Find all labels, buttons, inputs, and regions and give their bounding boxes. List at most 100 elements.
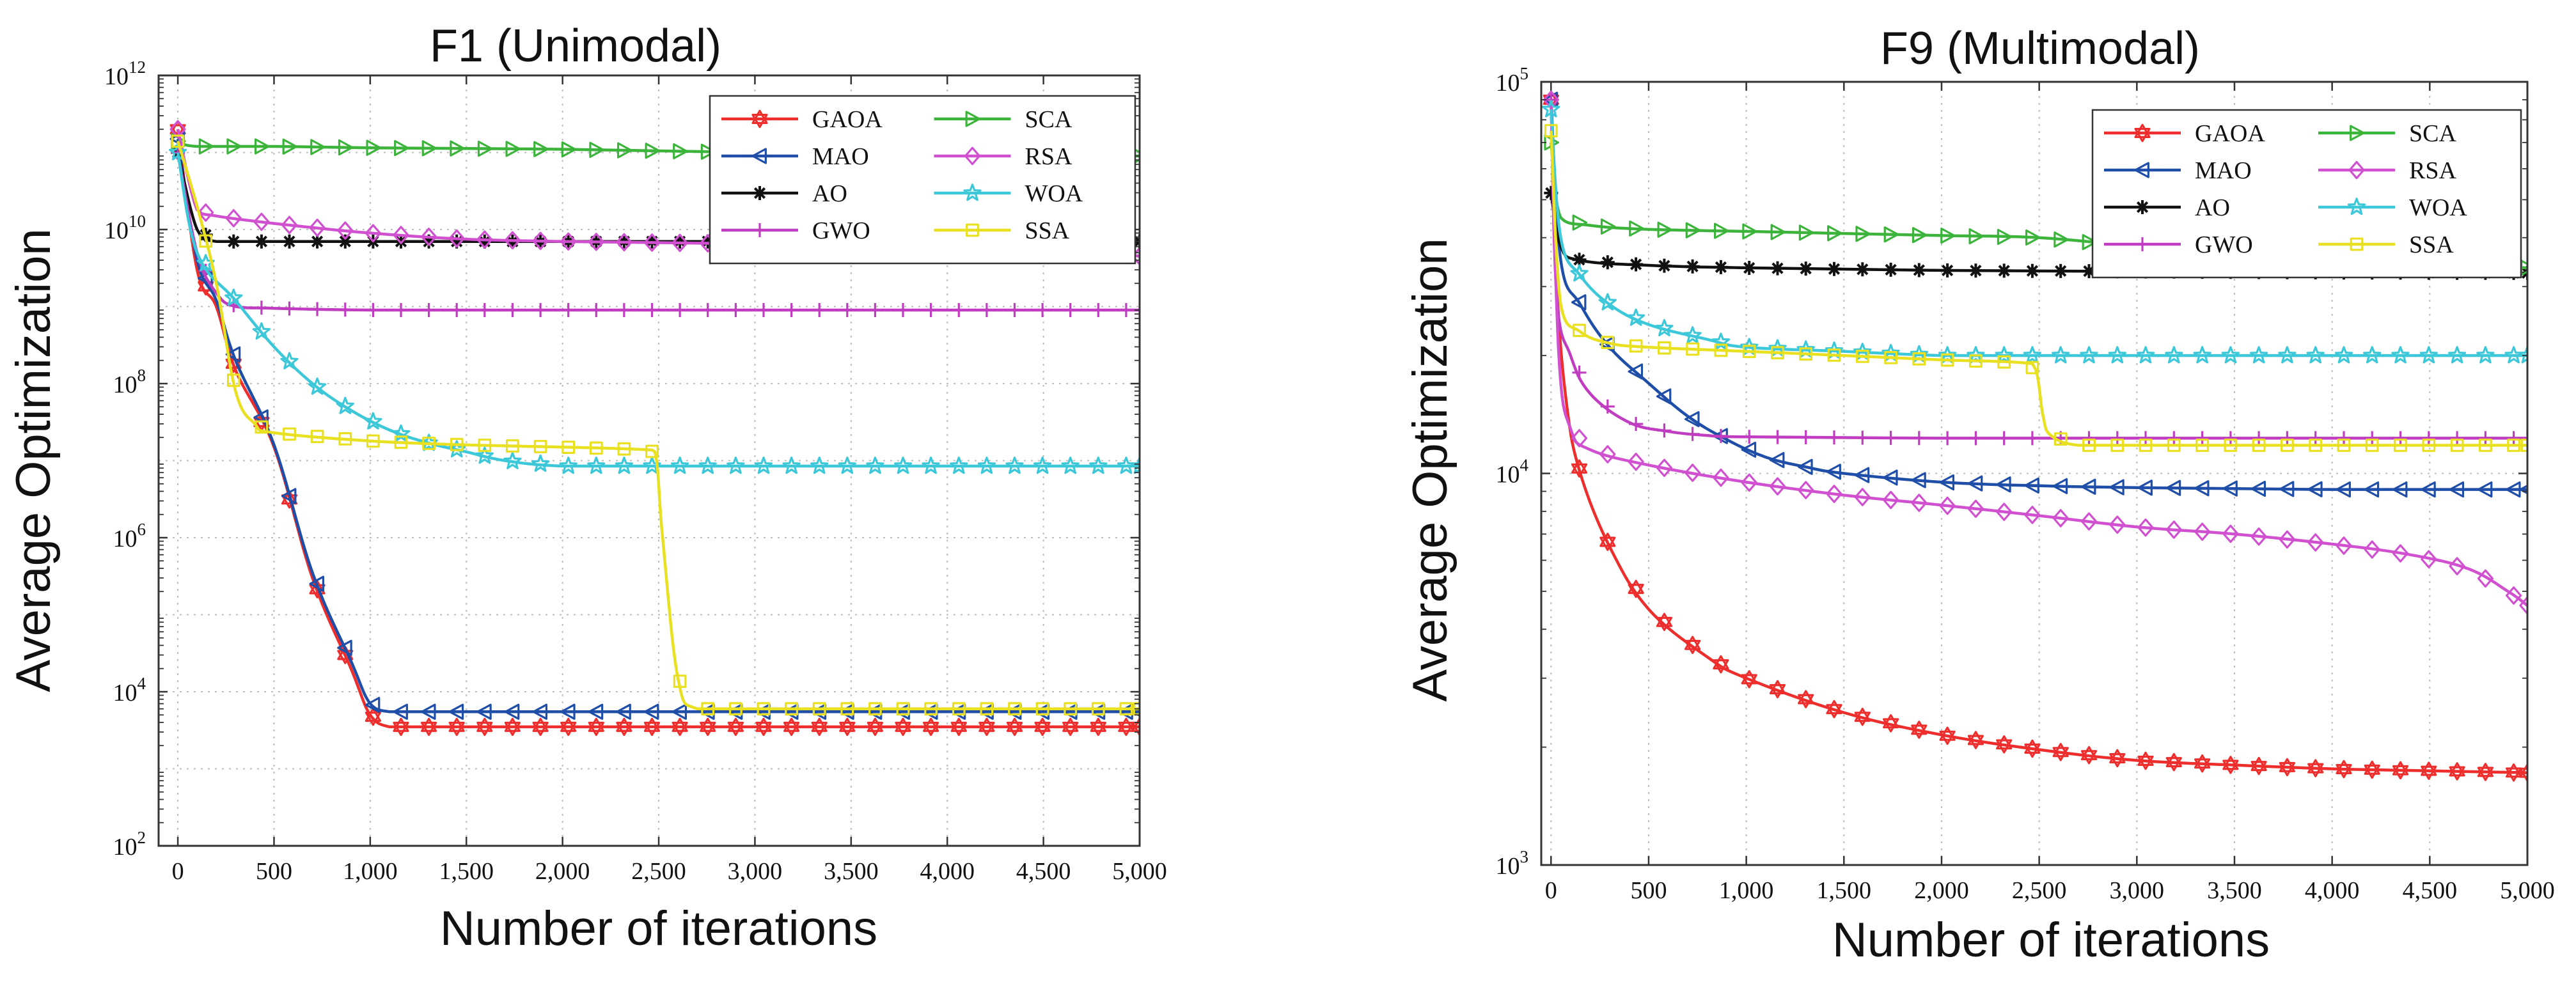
x-tick-label: 1,000 xyxy=(343,858,398,885)
data-point xyxy=(559,456,577,474)
data-point xyxy=(2477,569,2494,588)
y-tick-label: 105 xyxy=(1496,64,1529,97)
data-point xyxy=(1713,655,1729,674)
data-point xyxy=(1656,388,1672,405)
data-point xyxy=(1940,228,1956,244)
data-point xyxy=(532,717,549,736)
data-point xyxy=(1090,717,1106,736)
data-point xyxy=(1883,469,1898,486)
data-point xyxy=(1798,261,1813,276)
legend-marker xyxy=(753,186,767,200)
data-point xyxy=(2280,439,2294,452)
data-point xyxy=(784,303,799,317)
data-point xyxy=(923,303,938,317)
data-point xyxy=(478,439,492,452)
data-point xyxy=(893,456,913,474)
data-point xyxy=(1854,707,1871,726)
data-point xyxy=(2519,763,2527,782)
data-point xyxy=(1742,223,1757,240)
legend-marker xyxy=(963,183,982,201)
data-point xyxy=(1685,635,1701,655)
data-point xyxy=(310,430,324,444)
data-point xyxy=(2449,557,2465,575)
data-point xyxy=(1686,342,1700,356)
data-point xyxy=(617,303,631,317)
data-point xyxy=(1600,218,1616,235)
data-point xyxy=(2364,760,2380,779)
data-point xyxy=(1883,490,1899,510)
data-point xyxy=(2080,745,2098,765)
data-point xyxy=(476,230,493,249)
data-point xyxy=(1119,702,1133,716)
data-point xyxy=(1544,124,1558,137)
data-point xyxy=(2137,518,2154,537)
data-point xyxy=(393,226,409,244)
series-gwo xyxy=(1544,93,2527,446)
legend: GAOA MAO AO GWO SCA RSA WOA SSA xyxy=(2091,109,2522,279)
data-point xyxy=(226,373,240,387)
data-point xyxy=(1997,263,2011,278)
legend-marker xyxy=(2134,123,2151,143)
data-point xyxy=(840,702,854,716)
data-point xyxy=(561,303,576,317)
chart-title: F1 (Unimodal) xyxy=(430,20,721,72)
data-point xyxy=(2024,477,2039,494)
x-tick-label: 3,000 xyxy=(2110,877,2165,904)
data-point xyxy=(1683,326,1702,344)
data-point xyxy=(1628,453,1644,471)
data-point xyxy=(2109,479,2124,495)
data-point xyxy=(1033,456,1052,474)
data-point xyxy=(562,440,576,454)
data-point xyxy=(505,141,521,157)
legend-entry-gaoa: GAOA xyxy=(2104,120,2265,147)
data-point xyxy=(1769,477,1786,495)
data-point xyxy=(310,302,325,316)
data-point xyxy=(924,702,938,716)
data-point xyxy=(504,703,520,720)
legend-label: AO xyxy=(812,180,847,207)
data-point xyxy=(1996,503,2013,521)
data-point xyxy=(2025,361,2039,375)
y-axis-label: Average Optimization xyxy=(6,228,61,692)
data-point xyxy=(868,702,882,716)
data-point xyxy=(476,717,493,736)
data-point xyxy=(1685,259,1700,274)
data-point xyxy=(171,134,185,148)
data-point xyxy=(1827,225,1842,242)
data-point xyxy=(1629,339,1643,353)
data-point xyxy=(448,717,465,736)
data-point xyxy=(867,717,884,736)
legend-entry-mao: MAO xyxy=(2104,157,2252,184)
data-point xyxy=(2506,431,2521,446)
data-point xyxy=(977,456,996,474)
data-point xyxy=(560,703,576,720)
data-point xyxy=(1656,612,1672,632)
data-point xyxy=(2249,346,2268,364)
data-point xyxy=(2279,758,2295,777)
data-point xyxy=(1713,260,1728,274)
data-point xyxy=(754,456,773,474)
legend-entry-sca: SCA xyxy=(2318,120,2456,147)
x-tick-label: 5,000 xyxy=(1112,858,1167,885)
data-point xyxy=(2024,506,2041,524)
legend-label: SCA xyxy=(2409,120,2456,147)
data-point xyxy=(310,139,326,155)
data-point xyxy=(560,232,577,251)
data-point xyxy=(420,717,437,736)
data-point xyxy=(2450,439,2464,452)
data-point xyxy=(617,442,631,456)
data-point xyxy=(2336,481,2351,498)
data-point xyxy=(1572,253,1587,267)
data-point xyxy=(477,234,492,249)
legend-entry-ssa: SSA xyxy=(2318,231,2454,258)
data-point xyxy=(1543,90,1559,109)
data-point xyxy=(1130,456,1140,474)
data-point xyxy=(224,288,243,306)
data-point xyxy=(255,420,269,434)
data-point xyxy=(1883,430,1898,445)
data-point xyxy=(1713,428,1728,443)
data-point xyxy=(1798,458,1813,475)
data-point xyxy=(366,139,382,156)
data-point xyxy=(1119,303,1133,317)
data-point xyxy=(2193,346,2211,364)
